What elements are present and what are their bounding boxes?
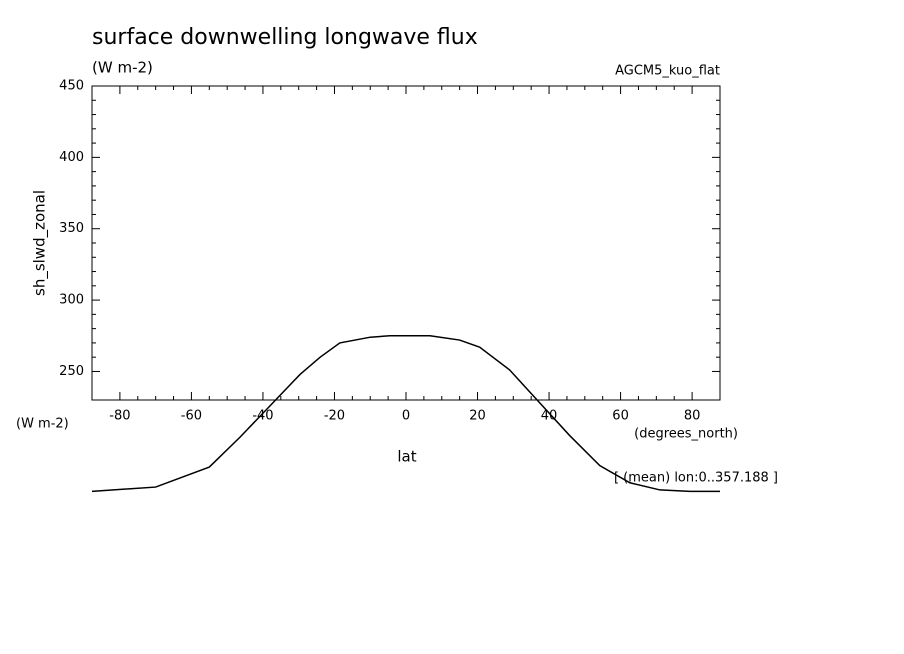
x-tick-label: -80	[109, 409, 130, 424]
y-tick-label: 300	[59, 293, 84, 308]
units: (W m-2)	[92, 59, 153, 77]
y-units: (W m-2)	[16, 417, 69, 432]
y-axis-label: sh_slwd_zonal	[31, 190, 50, 296]
chart-title: surface downwelling longwave flux	[92, 25, 478, 50]
data-line	[91, 335, 720, 493]
x-tick-label: 40	[541, 409, 558, 424]
y-tick-label: 350	[59, 221, 84, 236]
x-tick-label: -20	[324, 409, 345, 424]
x-tick-label: -60	[181, 409, 202, 424]
x-tick-label: 0	[402, 409, 410, 424]
y-tick-label: 250	[59, 364, 84, 379]
y-tick-label: 400	[59, 150, 84, 165]
plot-frame	[91, 85, 721, 401]
x-axis-label: lat	[397, 448, 416, 466]
y-tick-label: 450	[59, 79, 84, 94]
x-tick-label: 60	[612, 409, 629, 424]
x-tick-label: 20	[469, 409, 486, 424]
note: [ (mean) lon:0..357.188 ]	[614, 471, 778, 486]
x-tick-label: 80	[684, 409, 701, 424]
dataset: AGCM5_kuo_flat	[615, 64, 720, 79]
x-units: (degrees_north)	[634, 427, 738, 442]
